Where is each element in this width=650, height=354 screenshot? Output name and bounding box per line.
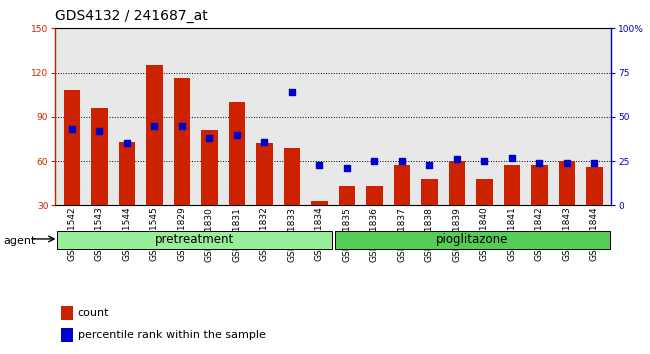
Point — [204, 135, 214, 141]
Point — [424, 162, 435, 167]
Bar — [311, 201, 328, 205]
Bar — [476, 179, 493, 205]
Bar — [229, 102, 245, 205]
Text: count: count — [77, 308, 109, 318]
Bar — [504, 166, 520, 205]
Point — [287, 89, 297, 95]
Point — [122, 141, 132, 146]
Bar — [61, 306, 73, 320]
Bar — [586, 167, 603, 205]
Bar — [421, 179, 437, 205]
Point — [479, 158, 489, 164]
Bar — [335, 231, 610, 249]
Point — [369, 158, 380, 164]
Text: percentile rank within the sample: percentile rank within the sample — [77, 330, 265, 340]
Bar — [57, 231, 332, 249]
Point — [314, 162, 324, 167]
Point — [396, 158, 407, 164]
Bar — [61, 327, 73, 342]
Text: GDS4132 / 241687_at: GDS4132 / 241687_at — [55, 9, 208, 23]
Point — [94, 128, 105, 134]
Bar — [366, 186, 383, 205]
Point — [259, 139, 270, 144]
Point — [342, 165, 352, 171]
Bar — [394, 166, 410, 205]
Point — [231, 132, 242, 137]
Bar — [91, 108, 107, 205]
Bar — [448, 161, 465, 205]
Point — [177, 123, 187, 129]
Text: pretreatment: pretreatment — [155, 233, 234, 246]
Point — [149, 123, 159, 129]
Bar — [201, 130, 218, 205]
Bar — [531, 166, 548, 205]
Point — [507, 155, 517, 160]
Point — [452, 156, 462, 162]
Text: agent: agent — [3, 236, 36, 246]
Bar — [339, 186, 355, 205]
Point — [562, 160, 572, 166]
Bar — [283, 148, 300, 205]
Text: pioglitazone: pioglitazone — [436, 233, 508, 246]
Bar — [559, 161, 575, 205]
Point — [534, 160, 545, 166]
Point — [66, 126, 77, 132]
Bar — [146, 65, 162, 205]
Bar — [174, 79, 190, 205]
Bar — [64, 90, 80, 205]
Point — [590, 160, 600, 166]
Bar — [256, 143, 272, 205]
Bar — [118, 142, 135, 205]
